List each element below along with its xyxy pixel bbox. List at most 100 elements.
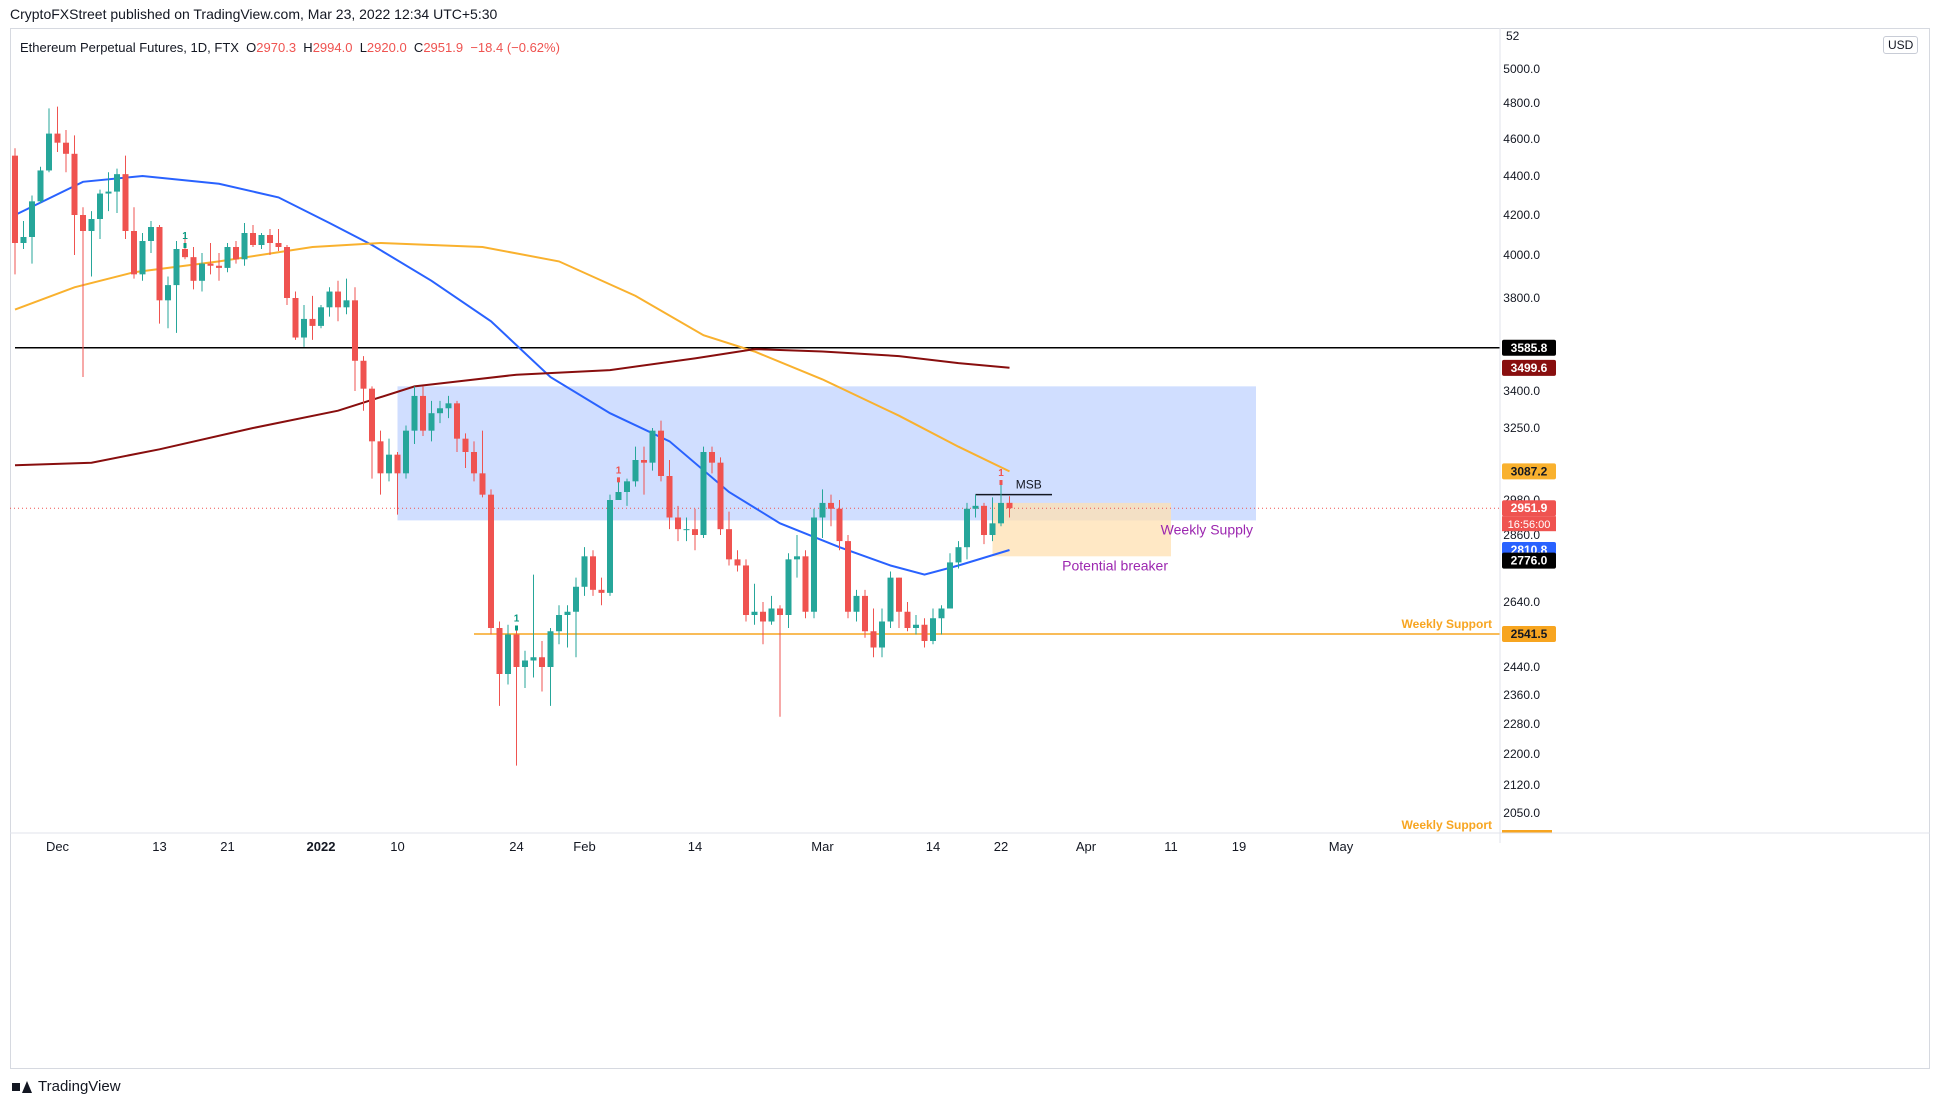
- candle: [394, 452, 401, 515]
- candle-body: [938, 608, 945, 619]
- candle: [692, 508, 698, 551]
- time-axis: Dec 13 21 2022 10 24 Feb 14 Mar 14 22 Apr 11 19 May: [10, 832, 1930, 854]
- candle-body: [309, 318, 316, 326]
- candle-body: [445, 403, 452, 409]
- currency-button[interactable]: USD: [1883, 36, 1919, 54]
- price-tag-label: 2776.0: [1511, 554, 1548, 568]
- candle: [717, 457, 724, 535]
- candle: [114, 168, 120, 214]
- price-tag-label: 3087.2: [1511, 464, 1548, 478]
- chart-frame[interactable]: [10, 28, 1930, 1069]
- candle: [309, 295, 316, 340]
- candle-body: [80, 215, 86, 231]
- candle-body: [530, 657, 537, 661]
- candle: [777, 605, 783, 717]
- candle-body: [641, 460, 647, 463]
- price-tag: 2541.5: [1502, 626, 1556, 643]
- candle: [845, 535, 851, 619]
- candle: [615, 481, 622, 500]
- brand-label: TradingView: [38, 1078, 121, 1095]
- tradingview-brand[interactable]: TradingView: [12, 1078, 121, 1095]
- candle: [88, 211, 95, 277]
- candle: [360, 356, 367, 411]
- close-value: 2951.9: [423, 40, 464, 55]
- candle-body: [114, 174, 120, 192]
- td-count-marker: 1: [182, 231, 188, 242]
- candle: [836, 500, 843, 551]
- candle-body: [173, 249, 180, 286]
- candle-body: [386, 454, 392, 474]
- time-tick-label: 2022: [307, 839, 336, 854]
- price-tick-label: 2640.0: [1503, 595, 1540, 609]
- candle-body: [182, 249, 188, 258]
- candle: [165, 276, 171, 329]
- price-tag: 2951.9 16:56:00: [1502, 500, 1556, 532]
- time-tick-label: 19: [1232, 839, 1246, 854]
- candle-body: [12, 155, 18, 243]
- candle-body: [913, 624, 919, 628]
- candle-body: [556, 615, 562, 632]
- candle: [709, 446, 715, 474]
- candle-body: [488, 494, 494, 628]
- candle: [794, 535, 800, 578]
- candle: [972, 494, 979, 518]
- moving-average-3: [14, 348, 1010, 467]
- candle: [403, 425, 409, 479]
- candle: [190, 247, 197, 290]
- price-tag: 3585.8: [1502, 339, 1556, 356]
- candle-body: [972, 505, 979, 509]
- candle-body: [615, 492, 622, 500]
- price-tag-label: 3585.8: [1511, 341, 1548, 355]
- candle: [20, 221, 27, 249]
- candle: [173, 241, 180, 333]
- candle-body: [97, 193, 103, 219]
- candle: [513, 628, 520, 766]
- candle: [224, 243, 231, 273]
- candle-body: [250, 233, 256, 245]
- open-value: 2970.3: [256, 40, 297, 55]
- price-tag: 3087.2: [1502, 463, 1556, 480]
- price-tag-label: 3499.6: [1511, 361, 1548, 375]
- candle: [479, 430, 486, 498]
- candle-body: [241, 233, 248, 260]
- candle-body: [904, 611, 911, 628]
- price-tick-label: 52: [1506, 29, 1520, 43]
- candle: [734, 550, 741, 572]
- candle: [930, 608, 936, 645]
- candle-body: [683, 529, 690, 531]
- candle: [54, 106, 61, 152]
- candle-body: [717, 462, 724, 530]
- candle: [139, 233, 146, 281]
- price-tick-label: 3800.0: [1503, 291, 1540, 305]
- candle: [862, 589, 868, 638]
- candle-body: [428, 413, 435, 431]
- time-tick-label: May: [1329, 839, 1354, 854]
- candle: [46, 108, 52, 173]
- candle-body: [301, 318, 307, 338]
- candle-body: [760, 611, 766, 622]
- price-tick-label: 3250.0: [1503, 421, 1540, 435]
- candle: [938, 605, 945, 635]
- candle: [462, 433, 469, 468]
- candle: [896, 577, 902, 628]
- candle-body: [947, 562, 953, 609]
- candle: [683, 517, 690, 542]
- candle-body: [726, 529, 732, 560]
- time-tick-label: Apr: [1076, 839, 1097, 854]
- candle: [199, 253, 205, 292]
- candle-body: [462, 438, 469, 452]
- price-tag: 2776.0: [1502, 552, 1556, 569]
- candle-body: [420, 395, 426, 431]
- time-tick-label: 10: [390, 839, 404, 854]
- zones-layer: [397, 386, 1256, 557]
- candle-body: [292, 298, 299, 338]
- time-tick-label: 14: [688, 839, 702, 854]
- price-tick-label: 3400.0: [1503, 384, 1540, 398]
- low-value: 2920.0: [366, 40, 407, 55]
- candle-body: [46, 133, 52, 171]
- candle: [981, 502, 987, 545]
- candle-body: [139, 241, 146, 275]
- msb-label: MSB: [1016, 478, 1042, 492]
- candle-body: [709, 452, 715, 463]
